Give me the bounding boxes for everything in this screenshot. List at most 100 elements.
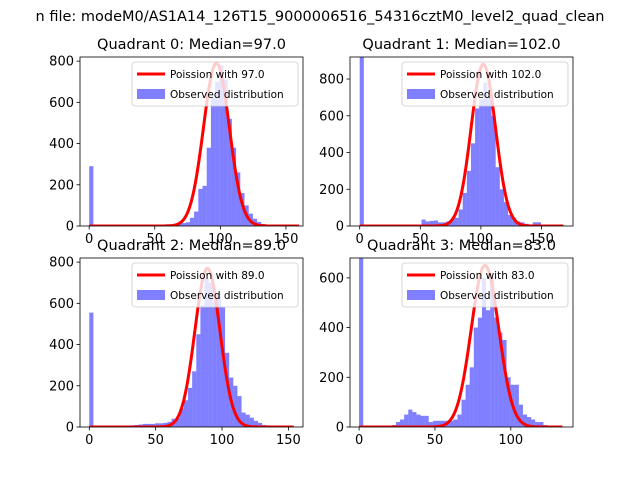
histogram-bar <box>212 301 217 427</box>
histogram-bar <box>236 172 241 226</box>
axes-frame <box>349 257 574 428</box>
y-tick-label: 200 <box>49 379 74 394</box>
axes-frame <box>79 257 304 428</box>
y-tick-label: 800 <box>319 73 344 88</box>
histogram-bar <box>89 166 94 226</box>
y-tick-label: 800 <box>49 55 74 70</box>
histogram-bar <box>189 217 195 226</box>
histogram-bar <box>449 420 454 427</box>
histogram-bar <box>462 192 467 226</box>
histogram-bar <box>245 414 250 427</box>
legend-fit-label: Poission with 97.0 <box>170 69 265 81</box>
y-tick-label: 400 <box>319 321 344 336</box>
histogram-bar <box>359 258 364 427</box>
histogram-bar <box>253 420 259 427</box>
x-tick-label: 100 <box>210 433 235 448</box>
chart-panel-0: 0 50 100 150 0 200 400 600 800 Quadrant 0: Median… <box>49 37 304 247</box>
y-tick-label: 400 <box>319 146 344 161</box>
histogram-bar <box>490 277 495 427</box>
y-tick-label: 600 <box>319 271 344 286</box>
histogram-bar <box>146 423 152 427</box>
histogram-bar <box>400 419 405 427</box>
histogram-bar <box>499 189 504 226</box>
histogram-bar <box>420 415 425 427</box>
y-tick-label: 200 <box>49 178 74 193</box>
histogram-bar <box>479 99 484 226</box>
chart-panel-3: 0 50 100 0 200 400 600 Quadrant 3: Median=83.0 P… <box>319 238 574 448</box>
legend-hist-swatch <box>407 290 435 300</box>
histogram-bar <box>231 147 237 226</box>
x-tick-label: 50 <box>146 232 163 247</box>
y-tick-label: 200 <box>319 371 344 386</box>
legend-hist-label: Observed distribution <box>170 89 284 101</box>
histogram-bar <box>424 415 429 427</box>
chart-title: Quadrant 1: Median=102.0 <box>362 37 560 53</box>
histogram-bar <box>461 399 466 427</box>
y-tick-label: 600 <box>49 96 74 111</box>
x-tick-label: 100 <box>498 433 523 448</box>
histogram-bar <box>436 420 442 427</box>
histogram-bar <box>428 422 433 427</box>
x-tick-label: 50 <box>427 433 444 448</box>
legend-box <box>401 61 569 107</box>
y-tick-label: 0 <box>336 220 344 235</box>
legend: Poission with 102.0 Observed distribution <box>401 61 569 107</box>
histogram-bar <box>179 408 184 427</box>
histogram-bar <box>412 412 417 427</box>
x-tick-label: 150 <box>274 232 299 247</box>
legend-hist-swatch <box>137 89 165 99</box>
legend: Poission with 97.0 Observed distribution <box>131 61 299 107</box>
histogram-bar <box>249 417 254 427</box>
legend-hist-swatch <box>137 290 165 300</box>
histogram-bar <box>532 222 537 226</box>
histogram-bar <box>215 81 220 226</box>
y-tick-label: 0 <box>66 421 74 436</box>
histogram-bar <box>192 371 197 427</box>
histogram-bar <box>469 367 474 427</box>
histogram-bar <box>425 221 430 226</box>
histogram-bar <box>535 422 540 427</box>
histogram-bar <box>453 419 458 427</box>
axes-frame <box>79 56 304 227</box>
histogram-bar <box>487 97 492 226</box>
histogram-bar <box>429 220 434 226</box>
histogram-bar <box>252 218 258 226</box>
histogram-bar <box>518 404 523 427</box>
y-tick-label: 0 <box>66 220 74 235</box>
legend-box <box>401 262 569 308</box>
histogram-bar <box>395 422 401 427</box>
histogram-bar <box>457 414 462 427</box>
histogram-bar <box>514 384 519 427</box>
histogram-bar <box>204 278 209 427</box>
plot-area <box>358 258 564 427</box>
histogram-bar <box>502 340 507 427</box>
chart-title: Quadrant 2: Median=89.0 <box>97 238 286 254</box>
histogram-bar <box>527 417 532 427</box>
histogram-bar <box>498 332 503 427</box>
histogram-bar <box>421 219 426 226</box>
histogram-bar <box>185 222 190 226</box>
plot-area <box>88 61 300 226</box>
legend-hist-label: Observed distribution <box>440 290 554 302</box>
histogram-bar <box>227 118 232 226</box>
y-tick-label: 0 <box>336 421 344 436</box>
histogram-bar <box>240 193 245 226</box>
histogram-bar <box>437 222 443 226</box>
histogram-bar <box>473 327 478 427</box>
histogram-bar <box>539 422 544 427</box>
legend-fit-label: Poission with 102.0 <box>440 69 541 81</box>
histogram-bar <box>359 57 364 226</box>
y-tick-label: 600 <box>319 109 344 124</box>
histogram-bar <box>450 219 455 226</box>
histogram-bar <box>183 400 189 427</box>
histogram-bar <box>458 209 463 226</box>
histogram-bar <box>142 423 147 427</box>
chart-title: Quadrant 0: Median=97.0 <box>97 37 286 53</box>
legend-hist-label: Observed distribution <box>170 290 284 302</box>
x-tick-label: 150 <box>276 433 301 448</box>
histogram-bar <box>210 98 216 226</box>
legend-box <box>131 61 299 107</box>
histogram-bar <box>483 82 488 226</box>
histogram-bar <box>194 211 199 226</box>
